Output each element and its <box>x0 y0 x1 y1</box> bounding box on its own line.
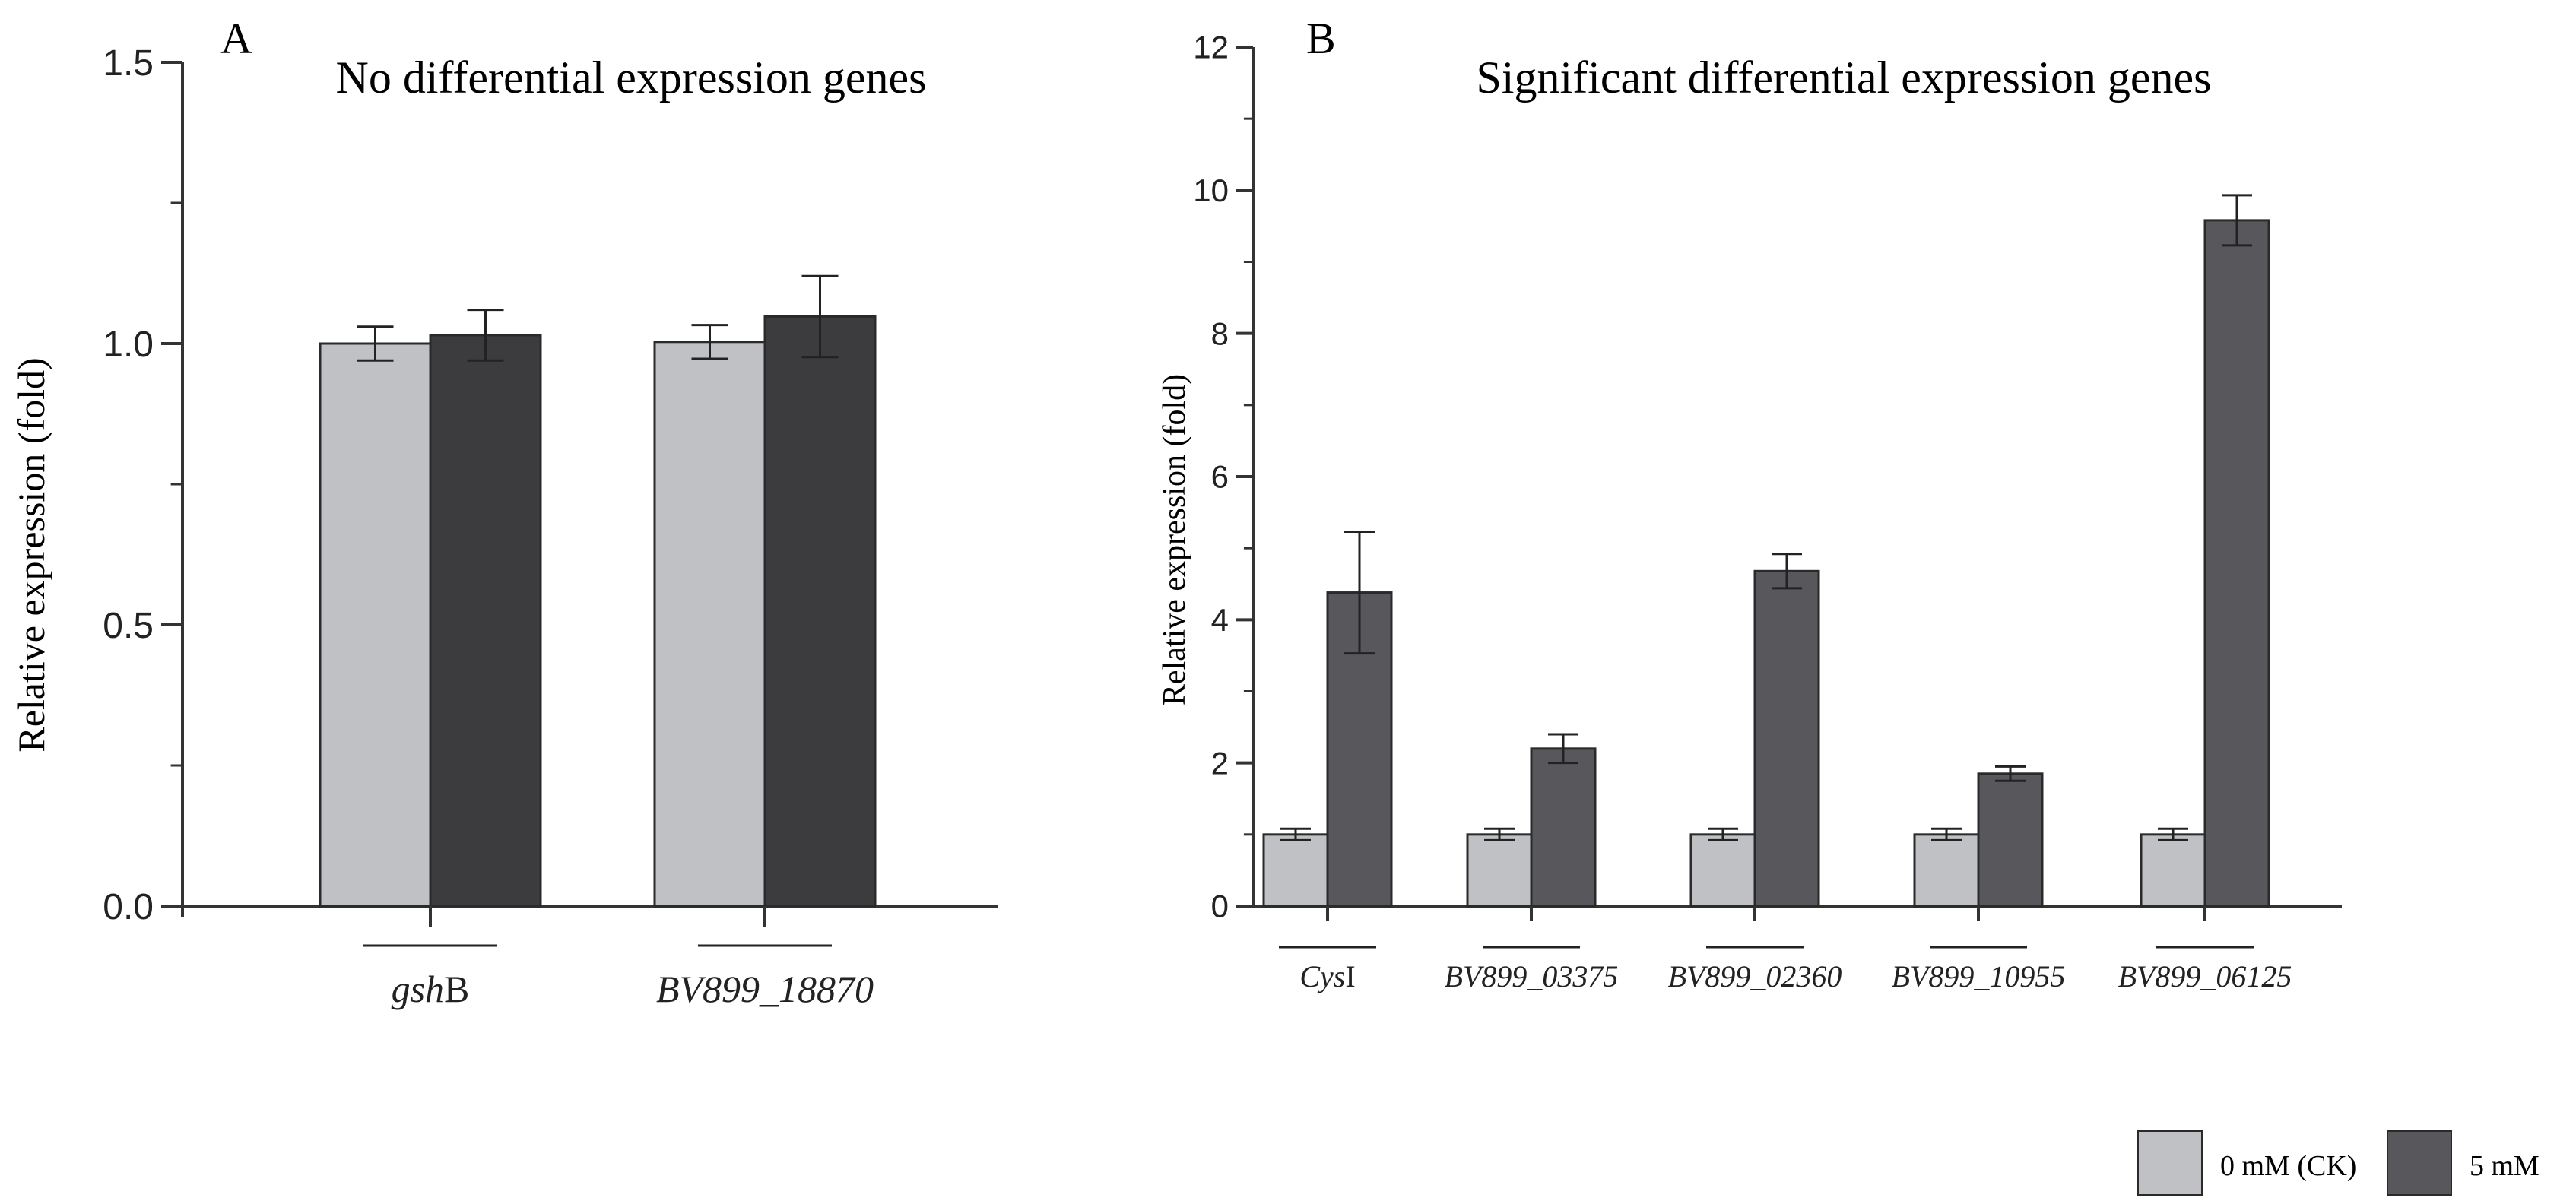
y-tick-label: 1.0 <box>103 325 154 365</box>
panel-a-y-axis-label: Relative expression (fold) <box>10 357 52 752</box>
panel-b-title: Significant differential expression gene… <box>1477 52 2212 103</box>
panel-b-y-axis-label: Relative expression (fold) <box>1157 374 1192 705</box>
x-category-label: BV899_06125 <box>2118 959 2292 993</box>
bar-ck-5 <box>2140 833 2206 908</box>
y-tick-label: 6 <box>1211 459 1229 495</box>
panel-b: B Significant differential expression ge… <box>1157 14 2342 993</box>
x-category-label: gshB <box>392 968 470 1010</box>
panel-b-label: B <box>1306 14 1336 63</box>
bar-treated-1 <box>429 334 542 908</box>
bar-ck-2 <box>1466 833 1533 908</box>
bar-treated-3 <box>1753 569 1820 908</box>
bar-treated-4 <box>1977 772 2044 908</box>
panel-b-plot-area: 0 2 4 6 8 10 12 CysI BV899_03375 BV899_02360 BV899… <box>1193 30 2342 993</box>
panel-a-plot-area: 0.0 0.5 1.0 1.5 gshB BV899_18870 <box>103 43 998 1010</box>
x-category-label: BV899_10955 <box>1892 959 2066 993</box>
bar-treated-2 <box>1530 747 1597 908</box>
y-tick-label: 0 <box>1211 889 1229 924</box>
y-tick-label: 10 <box>1193 173 1229 208</box>
panel-a: A No differential expression genes Relat… <box>10 14 998 1010</box>
bar-ck-1 <box>1262 833 1329 908</box>
y-tick-label: 12 <box>1193 30 1229 65</box>
x-category-label: BV899_18870 <box>656 968 874 1010</box>
bar-treated-2 <box>763 315 877 908</box>
x-category-label: CysI <box>1299 959 1355 993</box>
y-tick-label: 0.0 <box>103 887 154 927</box>
y-tick-label: 1.5 <box>103 43 154 84</box>
panel-a-label: A <box>220 14 252 63</box>
x-category-label: BV899_03375 <box>1445 959 1619 993</box>
x-category-label: BV899_02360 <box>1668 959 1842 993</box>
legend: 0 mM (CK) 5 mM <box>2137 1130 2540 1196</box>
panel-a-title: No differential expression genes <box>336 52 927 103</box>
y-tick-label: 0.5 <box>103 606 154 646</box>
legend-swatch-ck <box>2137 1130 2203 1196</box>
bar-ck-3 <box>1689 833 1756 908</box>
legend-swatch-5mm <box>2387 1130 2452 1196</box>
legend-label-5mm: 5 mM <box>2470 1150 2540 1182</box>
y-tick-label: 2 <box>1211 745 1229 781</box>
y-tick-label: 8 <box>1211 315 1229 351</box>
bar-ck-1 <box>319 342 432 908</box>
legend-label-ck: 0 mM (CK) <box>2220 1150 2356 1182</box>
bar-ck-2 <box>653 341 766 908</box>
bar-treated-5 <box>2203 219 2270 908</box>
y-tick-label: 4 <box>1211 602 1229 638</box>
bar-ck-4 <box>1913 833 1980 908</box>
